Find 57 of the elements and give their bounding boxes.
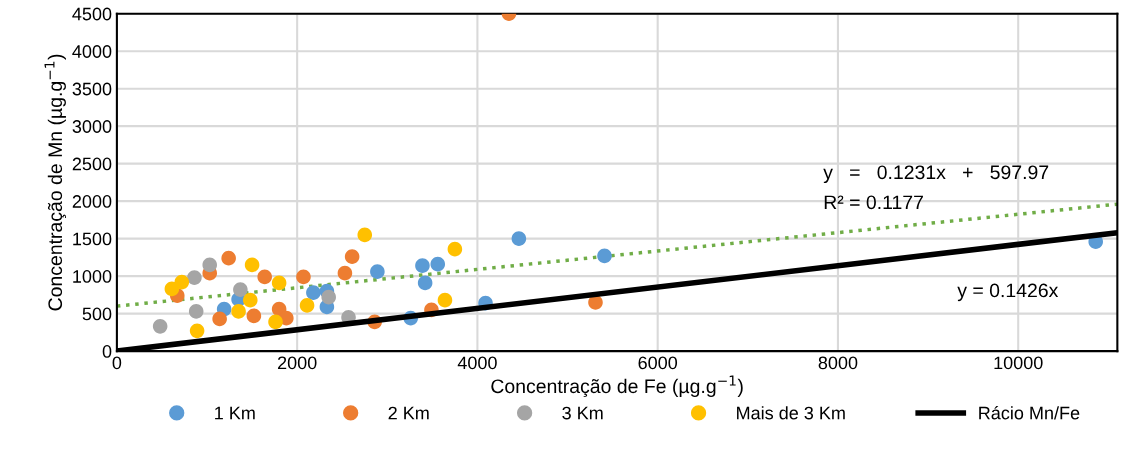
- point: [244, 257, 260, 273]
- annotation: y = 0.1426x: [957, 283, 1059, 302]
- legend-label: 1 Km: [215, 406, 255, 420]
- point: [243, 292, 258, 308]
- point: [370, 264, 385, 279]
- y-tick-label: 500: [82, 307, 112, 321]
- legend-label: Rácio Mn/Fe: [979, 405, 1080, 420]
- point: [174, 274, 190, 290]
- point: [321, 289, 336, 305]
- point: [212, 311, 227, 327]
- annotation: R² = 0.1177: [824, 195, 923, 210]
- x-tick-label: 4000: [457, 356, 497, 370]
- x-tick-label: 8000: [818, 356, 858, 370]
- y-tick-label: 4500: [72, 7, 112, 21]
- point: [306, 285, 321, 300]
- point: [231, 304, 246, 319]
- point: [437, 292, 453, 308]
- y-tick-label: 0: [102, 345, 112, 358]
- point: [233, 282, 248, 297]
- point: [271, 275, 287, 291]
- x-tick-label: 6000: [638, 356, 678, 370]
- annotation: y = 0.1231x + 597.97: [823, 165, 1049, 184]
- y-tick-label: 1000: [73, 270, 112, 283]
- x-tick-label: 2000: [277, 356, 317, 370]
- y-tick-label: 2500: [72, 157, 112, 171]
- x-axis-title: Concentração de Fe (µg.g$^{−1}$): [491, 375, 743, 398]
- point: [257, 269, 272, 285]
- legend-label: 2 Km: [388, 406, 429, 420]
- x-tick-label: 10000: [994, 356, 1043, 370]
- point: [511, 231, 527, 246]
- point: [357, 227, 373, 243]
- point: [188, 304, 204, 319]
- point: [246, 308, 262, 324]
- y-tick-label: 3500: [72, 82, 112, 96]
- y-tick-label: 1500: [73, 232, 112, 246]
- point: [202, 257, 218, 273]
- legend-label: Mais de 3 Km: [737, 406, 845, 420]
- y-tick-label: 2000: [72, 195, 112, 208]
- point: [415, 258, 430, 273]
- point: [221, 250, 236, 266]
- point: [189, 323, 205, 339]
- y-tick-label: 3000: [72, 120, 112, 133]
- y-axis-title: Concentração de Mn (µg.g$^{−1}$): [44, 54, 67, 311]
- point: [344, 249, 360, 264]
- point: [597, 248, 612, 264]
- point: [417, 275, 433, 291]
- point: [268, 314, 283, 330]
- point: [430, 256, 446, 272]
- point: [296, 269, 311, 285]
- y-tick-label: 4000: [72, 45, 112, 58]
- point: [447, 241, 463, 257]
- point: [337, 265, 353, 281]
- point: [152, 319, 168, 334]
- point: [299, 298, 315, 313]
- legend-label: 3 Km: [562, 406, 603, 420]
- point: [187, 270, 202, 285]
- x-tick-label: 0: [112, 356, 122, 370]
